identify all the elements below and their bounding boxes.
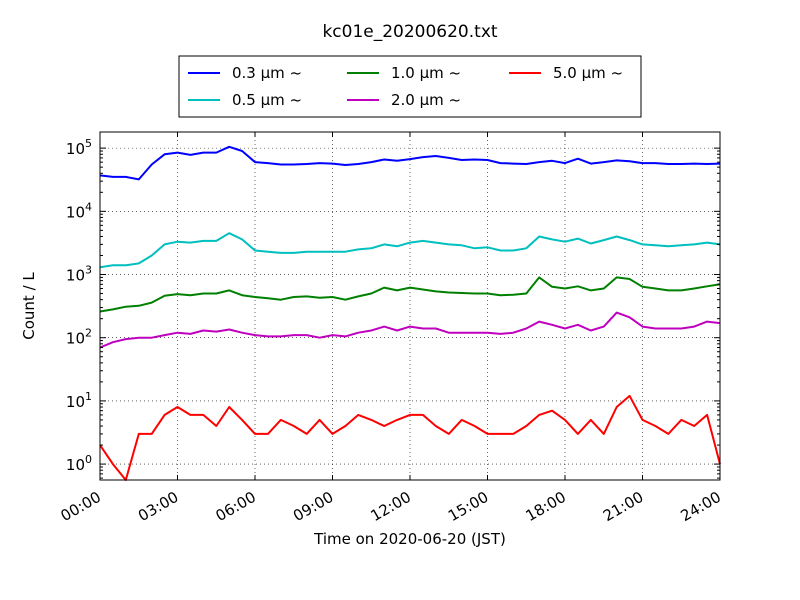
legend-label-4: 5.0 μm ~ xyxy=(553,64,623,82)
x-axis-label: Time on 2020-06-20 (JST) xyxy=(313,530,506,548)
y-tick-label: 105 xyxy=(66,137,92,158)
legend-label-1: 0.5 μm ~ xyxy=(232,91,302,109)
legend-frame xyxy=(178,55,642,118)
series-line-4 xyxy=(99,394,721,481)
y-tick-label: 104 xyxy=(66,200,92,221)
series-line-0 xyxy=(99,145,721,181)
y-tick-label: 100 xyxy=(66,453,92,474)
y-axis-label: Count / L xyxy=(20,272,38,340)
legend-label-3: 2.0 μm ~ xyxy=(391,91,461,109)
grid-layer xyxy=(100,132,720,480)
series-layer xyxy=(99,145,721,481)
y-tick-label: 102 xyxy=(66,327,92,348)
y-tick-label: 103 xyxy=(66,264,92,285)
legend-label-2: 1.0 μm ~ xyxy=(391,64,461,82)
series-line-1 xyxy=(99,232,721,269)
legend: 0.3 μm ~ 0.5 μm ~ 1.0 μm ~ 2.0 μm ~ 5.0 μm ~ xyxy=(178,55,642,118)
series-line-3 xyxy=(99,311,721,349)
series-line-2 xyxy=(99,276,721,313)
legend-label-0: 0.3 μm ~ xyxy=(232,64,302,82)
chart-title: kc01e_20200620.txt xyxy=(322,22,497,42)
y-tick-label: 101 xyxy=(66,390,92,411)
